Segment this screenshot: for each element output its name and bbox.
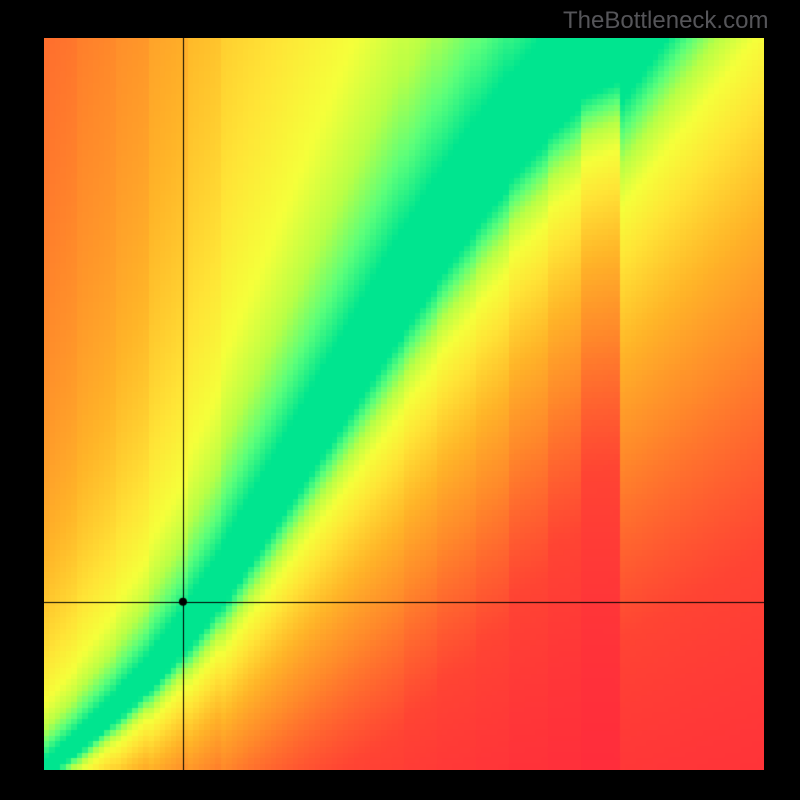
bottleneck-heatmap xyxy=(44,38,764,770)
watermark-text: TheBottleneck.com xyxy=(563,7,768,35)
